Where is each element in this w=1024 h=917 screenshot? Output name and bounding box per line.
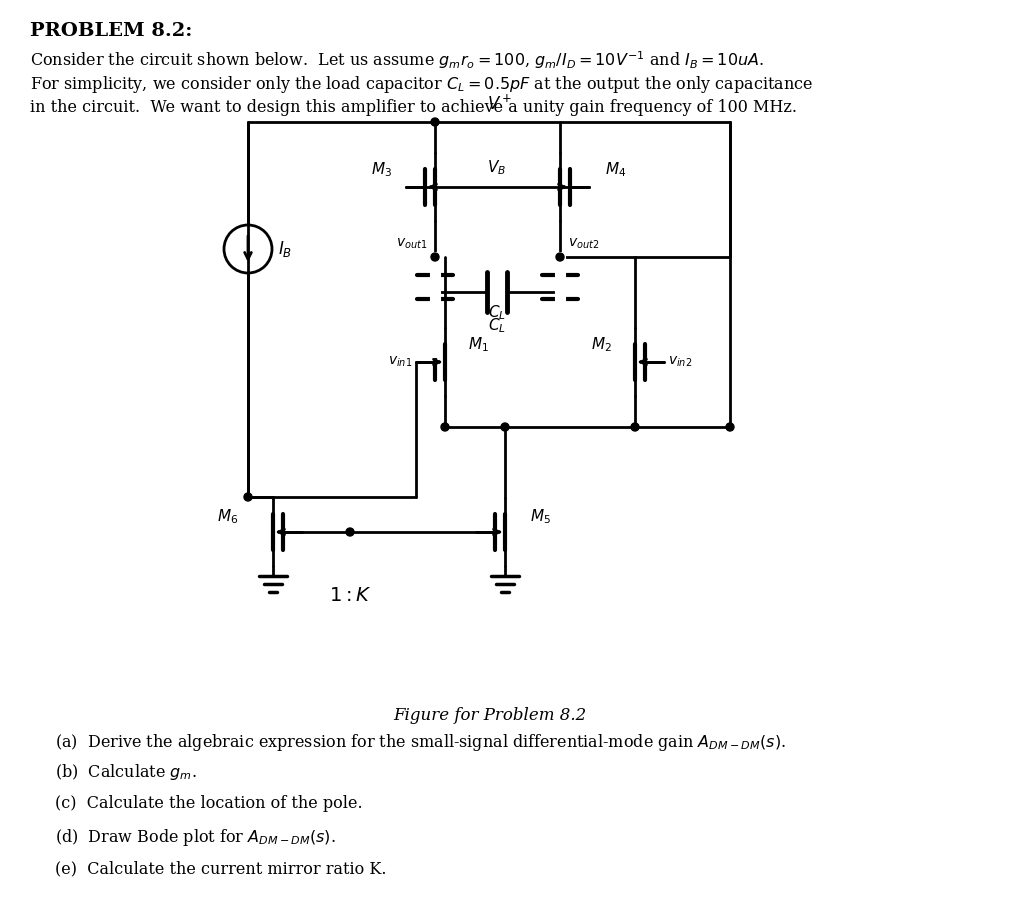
Text: (d)  Draw Bode plot for $A_{DM-DM}(s)$.: (d) Draw Bode plot for $A_{DM-DM}(s)$. xyxy=(55,827,336,848)
Text: $V^+$: $V^+$ xyxy=(487,94,513,114)
Text: (b)  Calculate $g_m$.: (b) Calculate $g_m$. xyxy=(55,762,197,782)
Text: $M_5$: $M_5$ xyxy=(530,507,551,526)
Text: $C_L$: $C_L$ xyxy=(488,303,506,322)
Circle shape xyxy=(244,493,252,501)
Text: $v_{in1}$: $v_{in1}$ xyxy=(388,355,412,370)
Text: $v_{out2}$: $v_{out2}$ xyxy=(568,237,599,251)
Text: $V_B$: $V_B$ xyxy=(487,159,507,177)
Text: (e)  Calculate the current mirror ratio K.: (e) Calculate the current mirror ratio K… xyxy=(55,860,386,877)
Text: $1{:}K$: $1{:}K$ xyxy=(329,587,372,605)
Text: $M_1$: $M_1$ xyxy=(468,336,488,354)
Circle shape xyxy=(501,423,509,431)
Text: (a)  Derive the algebraic expression for the small-signal differential-mode gain: (a) Derive the algebraic expression for … xyxy=(55,732,786,753)
Circle shape xyxy=(726,423,734,431)
Circle shape xyxy=(441,423,449,431)
Text: $C_L$: $C_L$ xyxy=(488,316,506,335)
Circle shape xyxy=(431,118,439,126)
Text: PROBLEM 8.2:: PROBLEM 8.2: xyxy=(30,22,193,40)
Text: $M_6$: $M_6$ xyxy=(217,507,238,526)
Text: $M_2$: $M_2$ xyxy=(591,336,612,354)
Text: $M_3$: $M_3$ xyxy=(371,160,392,179)
Text: $v_{out1}$: $v_{out1}$ xyxy=(395,237,427,251)
Text: Consider the circuit shown below.  Let us assume $g_mr_o = 100$, $g_m/I_D = 10V^: Consider the circuit shown below. Let us… xyxy=(30,49,764,71)
Text: For simplicity, we consider only the load capacitor $C_L = 0.5pF$ at the output : For simplicity, we consider only the loa… xyxy=(30,74,813,95)
Text: in the circuit.  We want to design this amplifier to achieve a unity gain freque: in the circuit. We want to design this a… xyxy=(30,99,797,116)
Text: $M_4$: $M_4$ xyxy=(605,160,627,179)
Text: $I_B$: $I_B$ xyxy=(278,239,292,259)
Circle shape xyxy=(346,528,354,536)
Circle shape xyxy=(631,423,639,431)
Circle shape xyxy=(431,253,439,261)
Circle shape xyxy=(556,253,564,261)
Text: Figure for Problem 8.2: Figure for Problem 8.2 xyxy=(393,707,587,724)
Text: $v_{in2}$: $v_{in2}$ xyxy=(668,355,692,370)
Text: (c)  Calculate the location of the pole.: (c) Calculate the location of the pole. xyxy=(55,795,362,812)
